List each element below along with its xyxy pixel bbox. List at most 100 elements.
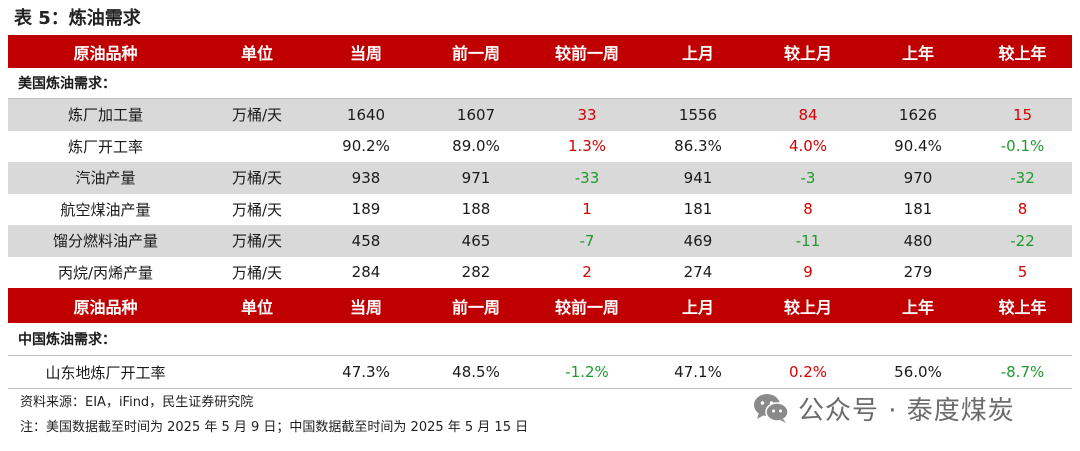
refining-demand-table: 原油品种 单位 当周 前一周 较前一周 上月 较上月 上年 较上年 美国炼油需求： 炼厂加工量 万桶/…	[8, 35, 1072, 389]
cell-product: 航空煤油产量	[60, 200, 151, 219]
cell-previous-week: 465	[421, 225, 531, 257]
header-current-week: 当周	[311, 288, 421, 323]
cell-change-vs-prev-week: 33	[531, 98, 643, 131]
cell-last-month: 181	[683, 200, 713, 219]
cell-last-year: 970	[863, 162, 973, 194]
cell-current-week: 284	[351, 263, 381, 282]
cell-change-vs-last-month: 0.2%	[753, 355, 863, 389]
cell-last-month: 469	[643, 225, 753, 257]
watermark: 公众号 · 泰度煤炭	[752, 390, 1015, 426]
section-row: 中国炼油需求：	[8, 323, 1072, 356]
header-last-year: 上年	[863, 35, 973, 68]
cell-change-vs-prev-week: -1.2%	[531, 355, 643, 389]
cell-product: 炼厂加工量	[8, 98, 203, 131]
cell-product: 山东地炼厂开工率	[8, 355, 203, 389]
header-change-vs-last-year: 较上年	[973, 35, 1072, 68]
cell-last-year: 181	[903, 200, 933, 219]
cell-change-vs-last-year: -22	[973, 225, 1072, 257]
cell-product: 馏分燃料油产量	[8, 225, 203, 257]
header-change-vs-prev-week: 较前一周	[531, 288, 643, 323]
table-row: 炼厂加工量 万桶/天 1640 1607 33 1556 84 1626 15	[8, 98, 1072, 131]
cell-change-vs-last-year: 5	[1017, 263, 1028, 282]
cell-previous-week: 971	[421, 162, 531, 194]
header-current-week: 当周	[311, 35, 421, 68]
cell-last-month: 1556	[643, 98, 753, 131]
cell-unit: 万桶/天	[203, 225, 311, 257]
date-note: 注：美国数据截至时间为 2025 年 5 月 9 日；中国数据截至时间为 202…	[20, 420, 529, 435]
table-row: 丙烷/丙烯产量 万桶/天 284 282 2 274 9 279 5	[8, 257, 1072, 289]
cell-previous-week: 1607	[421, 98, 531, 131]
cell-change-vs-last-month: -11	[753, 225, 863, 257]
cell-change-vs-prev-week: 2	[582, 263, 592, 282]
cell-unit: 万桶/天	[231, 200, 283, 219]
cell-unit	[203, 355, 311, 389]
cell-change-vs-prev-week: 1.3%	[567, 137, 607, 156]
cell-current-week: 90.2%	[342, 137, 390, 156]
table-row: 汽油产量 万桶/天 938 971 -33 941 -3 970 -32	[8, 162, 1072, 194]
cell-last-year: 90.4%	[894, 137, 942, 156]
table-header-row: 原油品种 单位 当周 前一周 较前一周 上月 较上月 上年 较上年	[8, 35, 1072, 68]
cell-current-week: 458	[311, 225, 421, 257]
table-header-row: 原油品种 单位 当周 前一周 较前一周 上月 较上月 上年 较上年	[8, 288, 1072, 323]
header-last-year: 上年	[863, 288, 973, 323]
cell-current-week: 938	[311, 162, 421, 194]
table-row: 炼厂开工率 90.2% 89.0% 1.3% 86.3% 4.0% 90.4% -0.1%	[8, 131, 1072, 163]
cell-previous-week: 89.0%	[452, 137, 500, 156]
wechat-icon	[754, 394, 789, 423]
header-change-vs-last-month: 较上月	[753, 35, 863, 68]
cell-change-vs-prev-week: -7	[531, 225, 643, 257]
cell-product: 丙烷/丙烯产量	[57, 263, 154, 282]
header-previous-week: 前一周	[421, 288, 531, 323]
section-label: 中国炼油需求：	[8, 323, 1072, 356]
header-last-month: 上月	[643, 35, 753, 68]
table-row: 馏分燃料油产量 万桶/天 458 465 -7 469 -11 480 -22	[8, 225, 1072, 257]
section-row: 美国炼油需求：	[8, 68, 1072, 99]
source-note: 资料来源：EIA，iFind，民生证券研究院	[20, 395, 254, 410]
cell-change-vs-prev-week: -33	[531, 162, 643, 194]
cell-change-vs-last-month: -3	[753, 162, 863, 194]
cell-change-vs-last-month: 9	[803, 263, 813, 282]
cell-last-year: 480	[863, 225, 973, 257]
cell-change-vs-last-month: 84	[753, 98, 863, 131]
cell-product: 汽油产量	[8, 162, 203, 194]
cell-previous-week: 188	[461, 200, 491, 219]
table-title: 表 5：炼油需求	[14, 8, 141, 29]
cell-last-month: 274	[683, 263, 713, 282]
header-unit: 单位	[203, 35, 311, 68]
table-row: 航空煤油产量 万桶/天 189 188 1 181 8 181 8	[8, 194, 1072, 226]
cell-current-week: 47.3%	[311, 355, 421, 389]
header-last-month: 上月	[643, 288, 753, 323]
cell-change-vs-last-year: -0.1%	[1000, 137, 1045, 156]
cell-change-vs-last-year: 8	[1017, 200, 1028, 219]
cell-change-vs-last-month: 8	[803, 200, 813, 219]
cell-change-vs-last-year: -32	[973, 162, 1072, 194]
cell-unit	[203, 131, 311, 163]
cell-previous-week: 282	[461, 263, 491, 282]
header-product: 原油品种	[8, 288, 203, 323]
header-change-vs-prev-week: 较前一周	[531, 35, 643, 68]
cell-last-month: 86.3%	[674, 137, 722, 156]
header-change-vs-last-month: 较上月	[753, 288, 863, 323]
watermark-text: 公众号 · 泰度煤炭	[798, 395, 1015, 426]
cell-last-year: 56.0%	[863, 355, 973, 389]
cell-current-week: 1640	[311, 98, 421, 131]
table-row: 山东地炼厂开工率 47.3% 48.5% -1.2% 47.1% 0.2% 56.0% -8.…	[8, 355, 1072, 389]
cell-unit: 万桶/天	[203, 162, 311, 194]
header-unit: 单位	[203, 288, 311, 323]
cell-change-vs-last-month: 4.0%	[788, 137, 828, 156]
cell-previous-week: 48.5%	[421, 355, 531, 389]
cell-product: 炼厂开工率	[67, 137, 143, 156]
cell-last-year: 279	[903, 263, 933, 282]
cell-current-week: 189	[351, 200, 381, 219]
cell-change-vs-last-year: -8.7%	[973, 355, 1072, 389]
cell-change-vs-last-year: 15	[973, 98, 1072, 131]
header-previous-week: 前一周	[421, 35, 531, 68]
header-product: 原油品种	[8, 35, 203, 68]
cell-unit: 万桶/天	[231, 263, 283, 282]
header-change-vs-last-year: 较上年	[973, 288, 1072, 323]
section-label: 美国炼油需求：	[8, 68, 1072, 99]
cell-unit: 万桶/天	[203, 98, 311, 131]
cell-change-vs-prev-week: 1	[582, 200, 592, 219]
cell-last-year: 1626	[863, 98, 973, 131]
cell-last-month: 941	[643, 162, 753, 194]
